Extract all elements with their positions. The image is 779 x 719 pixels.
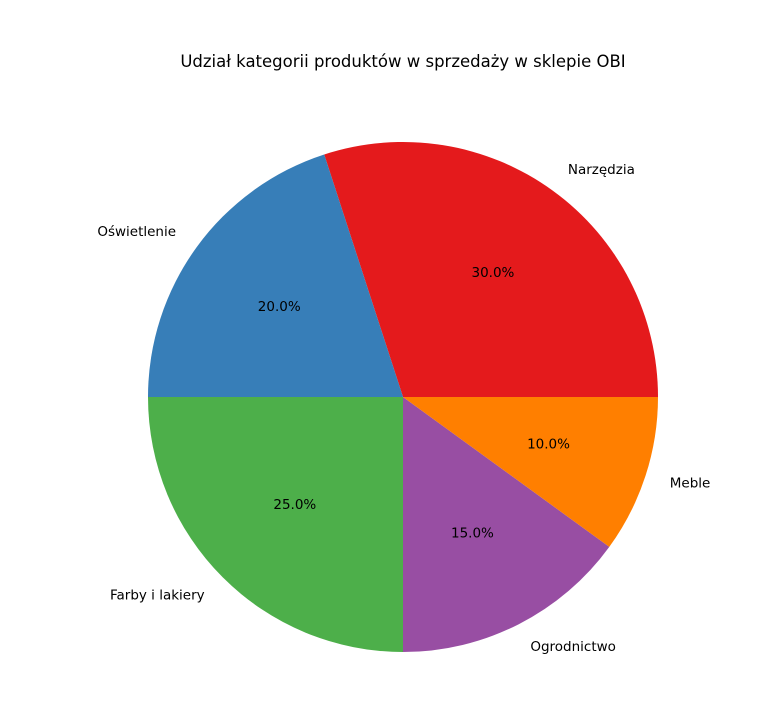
pie-percent-label-ogrodnictwo: 15.0% [451, 525, 494, 541]
pie-category-label-meble: Meble [670, 476, 711, 492]
pie-category-label-ogrodnictwo: Ogrodnictwo [530, 639, 616, 655]
pie-slices [147, 141, 658, 652]
pie-labels: 30.0% Narzędzia 20.0% Oświetlenie 25.0% Farby… [97, 162, 710, 655]
pie-category-label-narzedzia: Narzędzia [568, 162, 635, 178]
pie-category-label-oswietlenie: Oświetlenie [97, 224, 176, 240]
pie-slice-farby-i-lakiery [148, 397, 403, 652]
pie-slice-narzedzia [324, 141, 658, 397]
pie-percent-label-oswietlenie: 20.0% [258, 299, 301, 315]
pie-category-label-farby-i-lakiery: Farby i lakiery [110, 587, 205, 603]
pie-percent-label-farby-i-lakiery: 25.0% [273, 497, 316, 513]
pie-percent-label-meble: 10.0% [527, 436, 570, 452]
pie-slice-meble [403, 397, 658, 547]
pie-percent-label-narzedzia: 30.0% [471, 265, 514, 281]
chart-title: Udział kategorii produktów w sprzedaży w… [180, 52, 626, 71]
pie-slice-oswietlenie [147, 154, 403, 397]
pie-slice-ogrodnictwo [403, 397, 610, 652]
